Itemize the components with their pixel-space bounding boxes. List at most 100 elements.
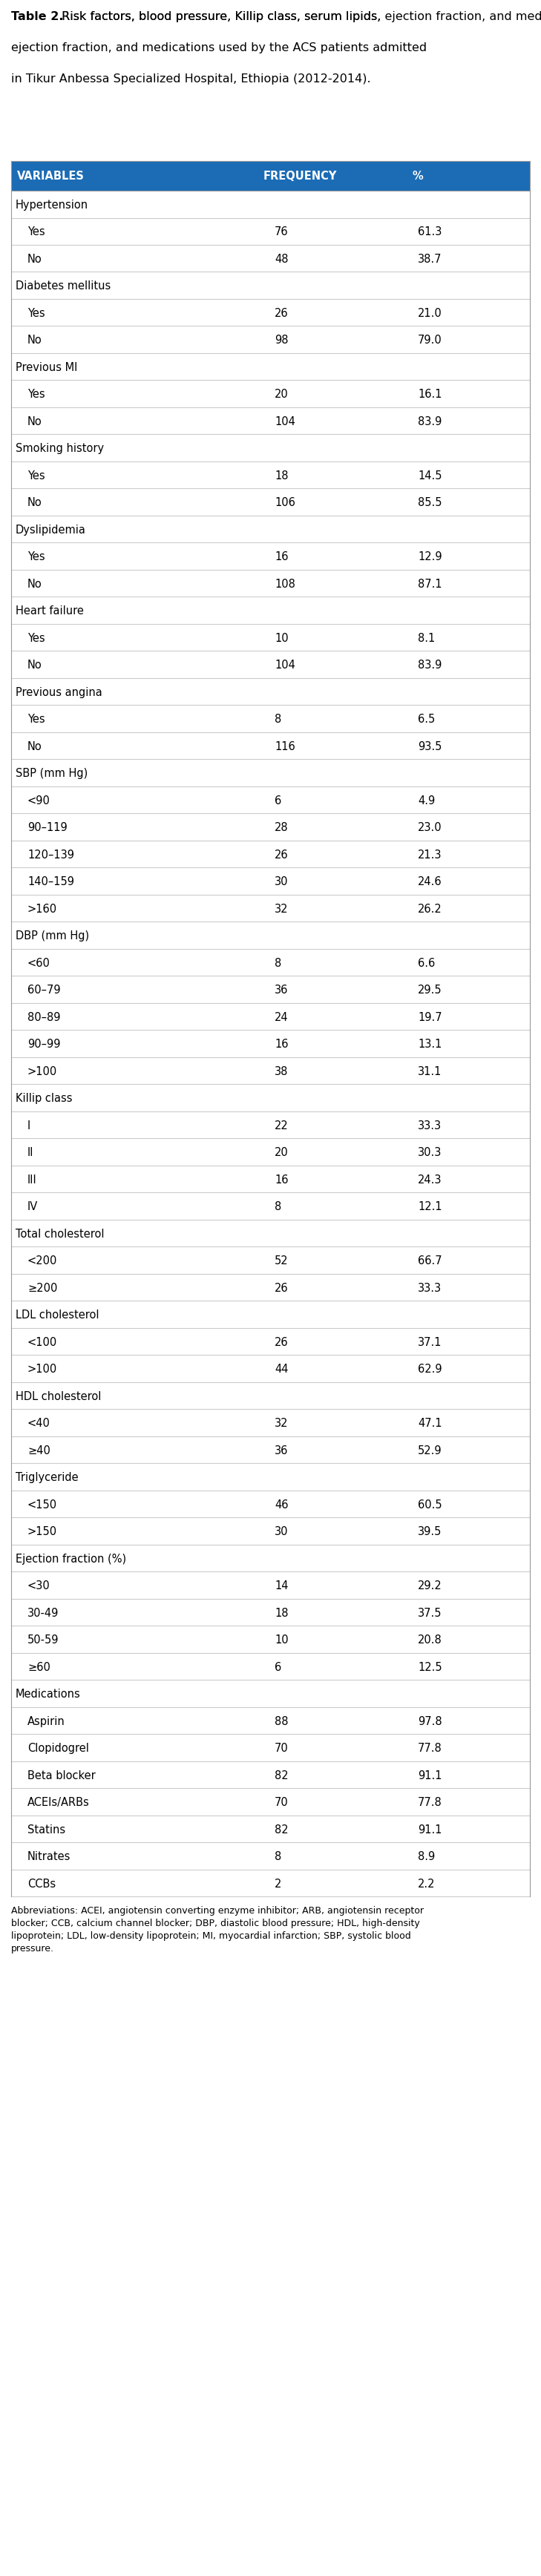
- Text: Medications: Medications: [16, 1687, 81, 1700]
- FancyBboxPatch shape: [11, 544, 530, 569]
- Text: 61.3: 61.3: [418, 227, 442, 237]
- Text: 70: 70: [275, 1741, 288, 1754]
- Text: Abbreviations: ACEI, angiotensin converting enzyme inhibitor; ARB, angiotensin r: Abbreviations: ACEI, angiotensin convert…: [11, 1906, 424, 1953]
- FancyBboxPatch shape: [11, 1221, 530, 1247]
- Text: 82: 82: [275, 1770, 288, 1780]
- FancyBboxPatch shape: [11, 1113, 530, 1139]
- Text: ejection fraction, and medications used by the ACS patients admitted: ejection fraction, and medications used …: [11, 41, 427, 54]
- Text: >100: >100: [28, 1363, 57, 1376]
- Text: 21.3: 21.3: [418, 850, 442, 860]
- Text: 108: 108: [275, 580, 295, 590]
- Text: Clopidogrel: Clopidogrel: [28, 1741, 89, 1754]
- Text: FREQUENCY: FREQUENCY: [263, 170, 337, 183]
- Text: ≥200: ≥200: [28, 1283, 57, 1293]
- FancyBboxPatch shape: [11, 842, 530, 868]
- Text: 21.0: 21.0: [418, 307, 442, 319]
- Text: 90–119: 90–119: [28, 822, 67, 832]
- Text: 83.9: 83.9: [418, 415, 442, 428]
- Text: 8: 8: [275, 958, 281, 969]
- FancyBboxPatch shape: [11, 1492, 530, 1517]
- Text: %: %: [412, 170, 423, 183]
- Text: 6: 6: [275, 796, 281, 806]
- Text: 6.5: 6.5: [418, 714, 435, 724]
- FancyBboxPatch shape: [11, 1870, 530, 1896]
- Text: 46: 46: [275, 1499, 288, 1510]
- Text: 26: 26: [275, 307, 288, 319]
- Text: 10: 10: [275, 634, 288, 644]
- FancyBboxPatch shape: [11, 1329, 530, 1355]
- FancyBboxPatch shape: [11, 1005, 530, 1030]
- Text: 24: 24: [275, 1012, 288, 1023]
- Text: 16.1: 16.1: [418, 389, 442, 399]
- Text: 93.5: 93.5: [418, 742, 442, 752]
- Text: 36: 36: [275, 984, 288, 994]
- Text: Nitrates: Nitrates: [28, 1850, 71, 1862]
- Text: 31.1: 31.1: [418, 1066, 442, 1077]
- Text: 87.1: 87.1: [418, 580, 442, 590]
- Text: 29.5: 29.5: [418, 984, 442, 994]
- Text: <150: <150: [28, 1499, 57, 1510]
- Text: <90: <90: [28, 796, 50, 806]
- Text: 33.3: 33.3: [418, 1121, 441, 1131]
- Text: CCBs: CCBs: [28, 1878, 56, 1888]
- Text: 23.0: 23.0: [418, 822, 442, 832]
- Text: 60–79: 60–79: [28, 984, 61, 994]
- Text: 82: 82: [275, 1824, 288, 1834]
- FancyBboxPatch shape: [11, 515, 530, 544]
- Text: 8.9: 8.9: [418, 1850, 435, 1862]
- Text: 14.5: 14.5: [418, 469, 442, 482]
- FancyBboxPatch shape: [11, 1734, 530, 1762]
- FancyBboxPatch shape: [11, 951, 530, 976]
- Text: ACEIs/ARBs: ACEIs/ARBs: [28, 1795, 90, 1808]
- Text: Ejection fraction (%): Ejection fraction (%): [16, 1553, 126, 1564]
- Text: 44: 44: [275, 1363, 288, 1376]
- Text: 20: 20: [275, 389, 288, 399]
- Text: 13.1: 13.1: [418, 1038, 442, 1051]
- FancyBboxPatch shape: [11, 814, 530, 842]
- FancyBboxPatch shape: [11, 1842, 530, 1870]
- FancyBboxPatch shape: [11, 1030, 530, 1059]
- Text: Risk factors, blood pressure, Killip class, serum lipids, ejection fraction, and: Risk factors, blood pressure, Killip cla…: [58, 10, 541, 23]
- Text: Yes: Yes: [28, 469, 45, 482]
- Text: 10: 10: [275, 1633, 288, 1646]
- Text: 38: 38: [275, 1066, 288, 1077]
- FancyBboxPatch shape: [11, 623, 530, 652]
- FancyBboxPatch shape: [11, 1625, 530, 1654]
- Text: 90–99: 90–99: [28, 1038, 61, 1051]
- Text: VARIABLES: VARIABLES: [17, 170, 84, 183]
- FancyBboxPatch shape: [11, 1708, 530, 1734]
- Text: 26.2: 26.2: [418, 904, 442, 914]
- FancyBboxPatch shape: [11, 1654, 530, 1680]
- Text: 26: 26: [275, 850, 288, 860]
- Text: 36: 36: [275, 1445, 288, 1455]
- Text: <100: <100: [28, 1337, 57, 1347]
- FancyBboxPatch shape: [11, 162, 530, 191]
- FancyBboxPatch shape: [11, 381, 530, 407]
- Text: 38.7: 38.7: [418, 252, 442, 265]
- Text: 37.5: 37.5: [418, 1607, 442, 1618]
- Text: 88: 88: [275, 1716, 288, 1726]
- FancyBboxPatch shape: [11, 922, 530, 951]
- FancyBboxPatch shape: [11, 1546, 530, 1571]
- Text: 19.7: 19.7: [418, 1012, 442, 1023]
- Text: Dyslipidemia: Dyslipidemia: [16, 523, 86, 536]
- FancyBboxPatch shape: [11, 435, 530, 461]
- FancyBboxPatch shape: [11, 461, 530, 489]
- Text: 26: 26: [275, 1337, 288, 1347]
- FancyBboxPatch shape: [11, 1084, 530, 1113]
- Text: LDL cholesterol: LDL cholesterol: [16, 1309, 99, 1321]
- FancyBboxPatch shape: [11, 273, 530, 299]
- Text: >100: >100: [28, 1066, 57, 1077]
- Text: ≥40: ≥40: [28, 1445, 50, 1455]
- Text: SBP (mm Hg): SBP (mm Hg): [16, 768, 88, 778]
- Text: 6.6: 6.6: [418, 958, 435, 969]
- Text: Previous angina: Previous angina: [16, 688, 102, 698]
- Text: Yes: Yes: [28, 389, 45, 399]
- Text: Table 2.: Table 2.: [11, 10, 63, 23]
- FancyBboxPatch shape: [11, 598, 530, 623]
- Text: 50-59: 50-59: [28, 1633, 59, 1646]
- Text: 30-49: 30-49: [28, 1607, 59, 1618]
- Text: 85.5: 85.5: [418, 497, 442, 507]
- Text: 60.5: 60.5: [418, 1499, 442, 1510]
- Text: 79.0: 79.0: [418, 335, 442, 345]
